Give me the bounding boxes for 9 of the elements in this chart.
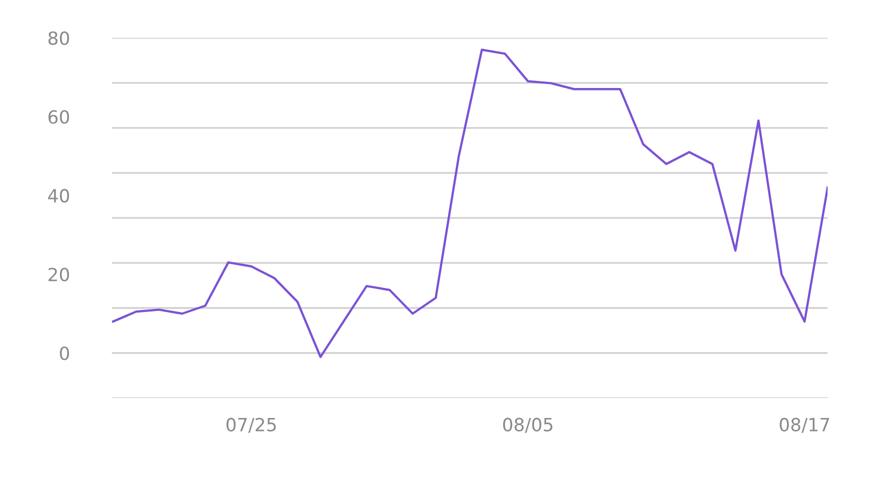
x-tick-label: 08/17 bbox=[780, 418, 830, 433]
x-tick-label: 08/05 bbox=[503, 418, 552, 433]
y-tick-label: 80 bbox=[48, 31, 70, 46]
y-tick-label: 60 bbox=[48, 110, 70, 124]
x-tick-label: 07/25 bbox=[226, 418, 276, 433]
line-series bbox=[112, 48, 828, 358]
y-tick-label: 40 bbox=[48, 188, 70, 203]
y-tick-label: 20 bbox=[48, 268, 70, 282]
y-tick-label: 0 bbox=[60, 346, 70, 360]
